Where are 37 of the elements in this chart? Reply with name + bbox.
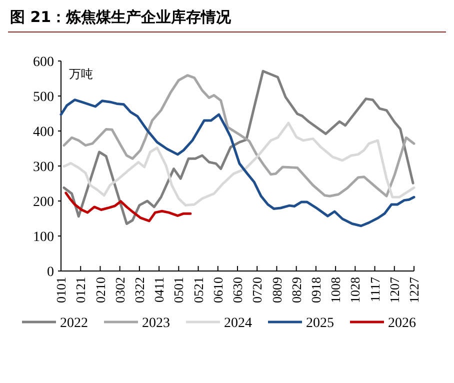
y-tick-label: 400 — [33, 124, 54, 140]
line-series — [60, 98, 416, 228]
y-tick-label: 0 — [47, 264, 54, 280]
x-tick-label: 0610 — [210, 277, 226, 303]
x-tick-label: 0101 — [54, 277, 69, 303]
legend-label: 2023 — [142, 316, 170, 331]
y-axis-title: 万吨 — [69, 67, 93, 81]
y-tick-label: 500 — [33, 90, 54, 105]
x-tick-label: 1117 — [367, 276, 382, 302]
y-tick-label: 600 — [33, 54, 54, 70]
chart-title: 图 21：炼焦煤生产企业库存情况 — [10, 8, 232, 26]
x-tick-label: 0521 — [190, 277, 206, 303]
line-series — [62, 70, 414, 225]
x-tick-label: 0210 — [92, 277, 108, 303]
x-tick-label: 0829 — [288, 277, 304, 303]
legend-label: 2025 — [306, 316, 334, 331]
line-series — [62, 122, 416, 206]
x-tick-label: 1028 — [348, 277, 363, 303]
x-tick-label: 0501 — [171, 277, 186, 303]
y-tick-label: 300 — [33, 160, 54, 175]
legend-label: 2026 — [388, 316, 416, 331]
x-tick-label: 1207 — [386, 276, 402, 303]
x-tick-label: 0630 — [230, 277, 246, 303]
x-tick-label: 0411 — [152, 277, 167, 303]
x-tick-label: 0121 — [73, 277, 88, 303]
x-tick-label: 0809 — [269, 277, 284, 303]
x-tick-label: 0302 — [112, 277, 128, 303]
x-tick-label: 0720 — [250, 277, 265, 303]
line-series — [64, 192, 192, 222]
x-tick-label: 1227 — [406, 276, 422, 303]
x-tick-label: 0322 — [132, 277, 147, 303]
x-tick-label: 0918 — [308, 277, 324, 303]
x-tick-label: 1008 — [328, 277, 344, 303]
y-tick-label: 100 — [33, 230, 54, 245]
legend-label: 2024 — [224, 316, 252, 331]
y-tick-label: 200 — [33, 194, 54, 210]
legend-label: 2022 — [60, 316, 88, 331]
